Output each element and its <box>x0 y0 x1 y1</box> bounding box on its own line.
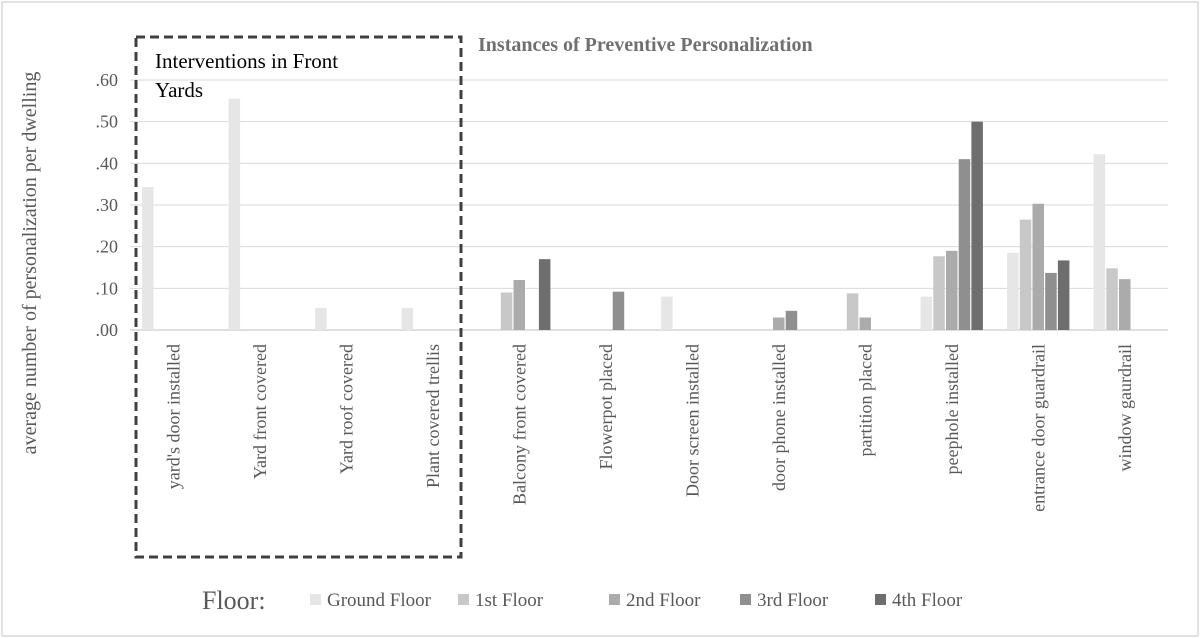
y-tick-label: .20 <box>96 237 119 257</box>
category-label: Plant covered trellis <box>423 344 443 488</box>
y-tick-label: .40 <box>96 153 119 173</box>
legend-label: 4th Floor <box>892 590 963 611</box>
legend-label: Ground Floor <box>327 590 432 611</box>
bar <box>1093 154 1106 330</box>
legend-label: 1st Floor <box>475 590 544 611</box>
legend-swatch <box>875 594 886 605</box>
category-label: entrance door guardrail <box>1028 344 1048 512</box>
bar <box>1007 252 1019 330</box>
bar <box>142 187 154 330</box>
category-label: yard's door installed <box>163 344 183 489</box>
category-label: Balcony front covered <box>509 344 529 505</box>
bar <box>500 292 513 330</box>
y-axis-label: average number of personalization per dw… <box>19 72 41 455</box>
category-label: partition placed <box>855 344 875 456</box>
category-label: peephole installed <box>942 344 962 474</box>
bar <box>773 317 785 330</box>
x-axis: yard's door installed Yard front covered Y… <box>163 344 1135 512</box>
legend: Floor: Ground Floor 1st Floor 2nd Floor 3rd… <box>202 586 963 615</box>
bar <box>1119 279 1131 330</box>
bar <box>846 293 859 330</box>
bars-group <box>142 98 1131 331</box>
annotation-line-1: Interventions in Front <box>155 49 338 73</box>
bar <box>1032 203 1044 330</box>
bar <box>1019 219 1032 330</box>
category-label: Door screen installed <box>682 344 702 497</box>
y-tick-label: .00 <box>96 320 119 340</box>
y-tick-label: .10 <box>96 278 119 298</box>
gridlines <box>130 79 1168 331</box>
bar <box>315 307 327 330</box>
front-yards-dashed-box <box>134 35 463 559</box>
legend-swatch <box>310 594 321 605</box>
category-label: Yard roof covered <box>336 344 356 474</box>
legend-swatch <box>458 594 469 605</box>
y-tick-label: .60 <box>96 70 119 90</box>
bar <box>1106 268 1118 330</box>
bar <box>946 250 958 330</box>
category-label: Yard front covered <box>250 344 270 479</box>
bar <box>859 317 871 330</box>
bar <box>661 296 673 330</box>
annotation-line-2: Yards <box>155 78 203 102</box>
bar <box>971 121 983 331</box>
bar <box>785 310 798 330</box>
bar <box>228 98 241 330</box>
legend-swatch <box>609 594 620 605</box>
legend-label: 2nd Floor <box>626 590 701 611</box>
legend-title: Floor: <box>202 586 266 615</box>
bar <box>538 259 551 330</box>
category-label: door phone installed <box>769 344 789 491</box>
bar <box>933 256 945 330</box>
bar <box>401 307 414 330</box>
bar <box>920 296 933 330</box>
chart-title: Instances of Preventive Personalization <box>478 34 813 56</box>
legend-label: 3rd Floor <box>757 590 829 611</box>
category-label: window gaurdrail <box>1115 344 1135 471</box>
y-tick-label: .50 <box>96 112 119 132</box>
bar <box>958 159 971 330</box>
bar <box>1057 260 1070 330</box>
bar <box>1045 272 1057 330</box>
bar <box>612 291 625 330</box>
category-label: Flowerpot placed <box>596 344 616 469</box>
y-tick-label: .30 <box>96 195 119 215</box>
legend-swatch <box>740 594 751 605</box>
y-axis: .00 .10 .20 .30 .40 .50 .60 <box>96 70 119 340</box>
bar <box>513 280 525 330</box>
